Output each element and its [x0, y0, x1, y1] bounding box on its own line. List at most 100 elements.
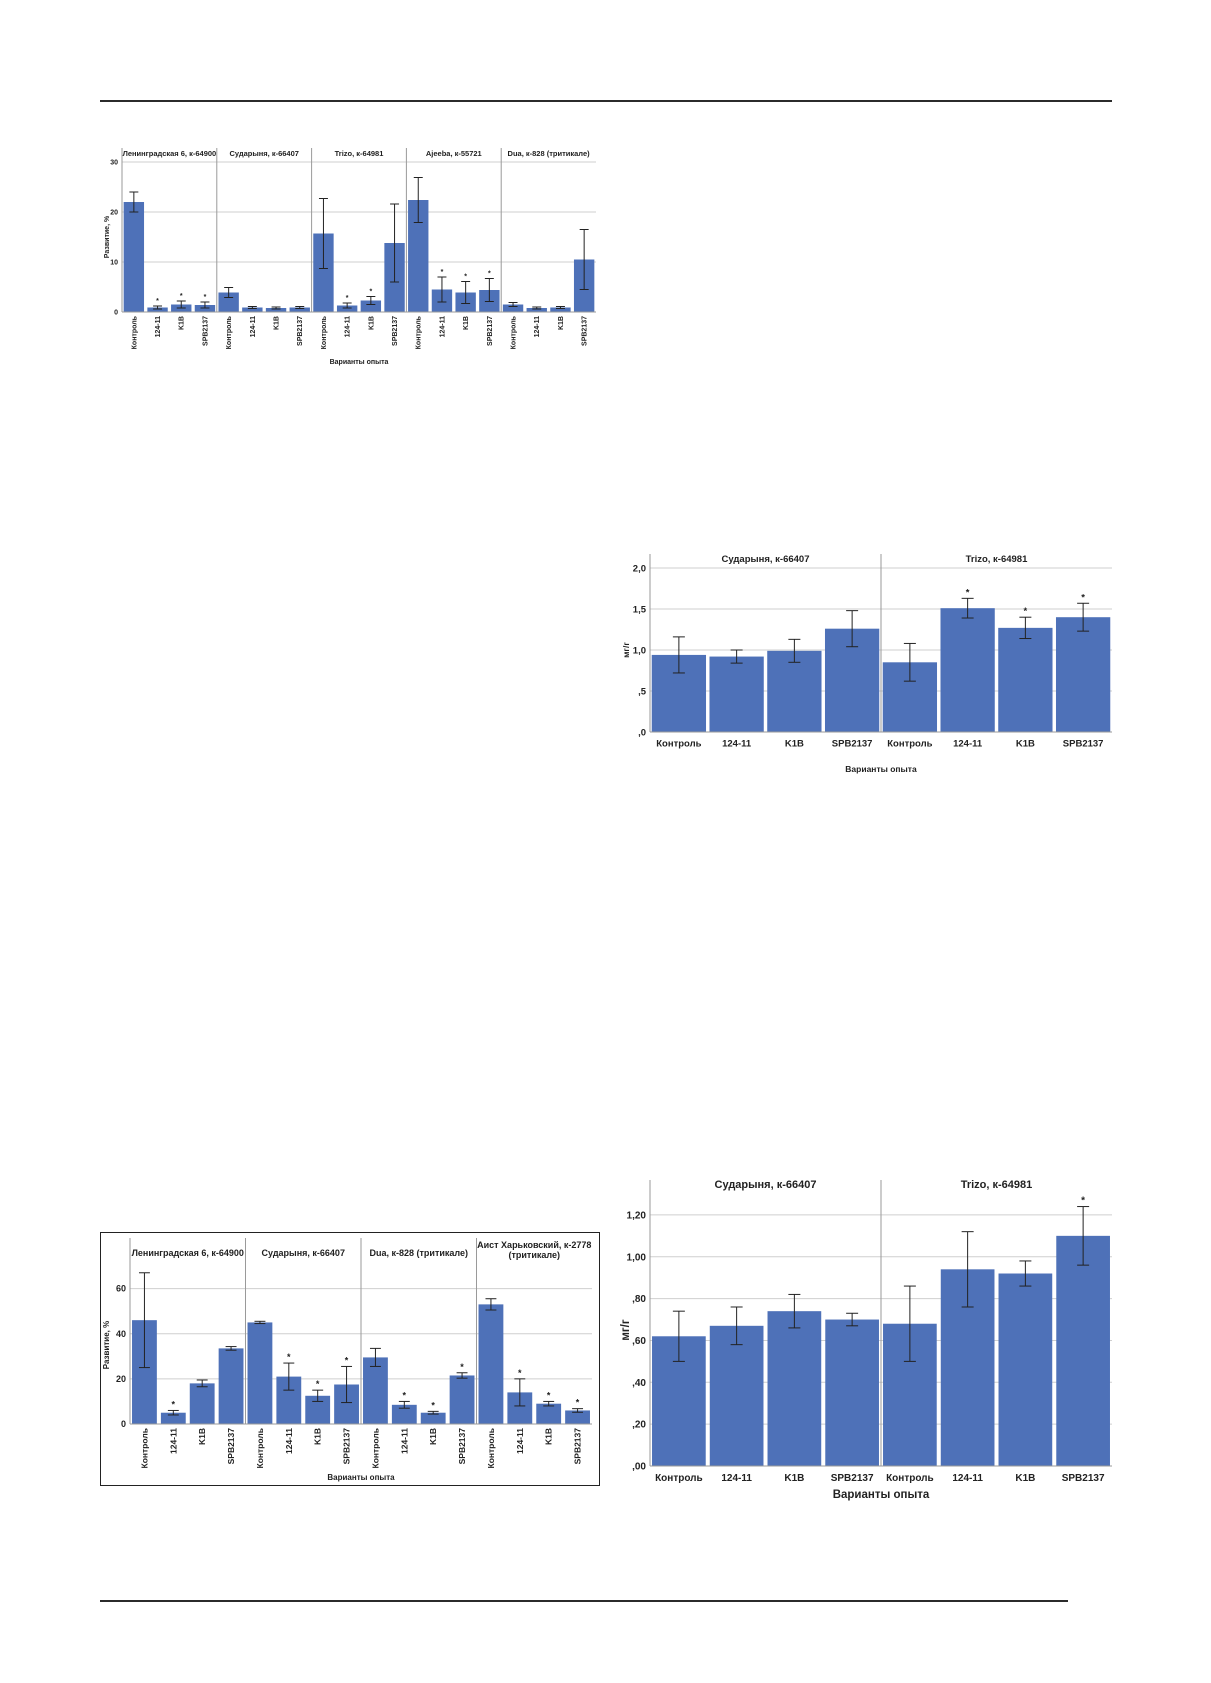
x-tick-label: 124-11: [439, 316, 446, 338]
panel-title: Сударыня, к-66407: [262, 1248, 345, 1258]
x-tick-label: K1B: [428, 1428, 438, 1445]
y-tick-label: 40: [116, 1329, 126, 1339]
bar: [1055, 617, 1111, 732]
y-tick-label: 1,0: [633, 645, 646, 656]
y-axis-label: Развитие, %: [104, 215, 111, 258]
y-tick-label: 1,20: [627, 1210, 647, 1221]
panel-title: Сударыня, к-66407: [229, 149, 299, 158]
bar: [825, 1319, 879, 1466]
bar: [420, 1412, 446, 1424]
x-tick-label: Контроль: [887, 739, 932, 750]
significance-star: *: [1024, 606, 1028, 617]
significance-star: *: [518, 1368, 522, 1378]
y-tick-label: 2,0: [633, 563, 646, 574]
page-bottom-rule: [100, 1600, 1068, 1602]
panel: Сударыня, к-66407 Контроль 124-11 K1B SPB213…: [651, 554, 880, 750]
bar: [526, 308, 547, 312]
y-tick-label: ,0: [638, 727, 646, 738]
panel-title: Ленинградская 6, к-64900: [123, 149, 217, 158]
bar: [218, 292, 239, 312]
bar: [536, 1403, 562, 1424]
panel: Ленинградская 6, к-64900 Контроль * 124-11 *…: [123, 149, 217, 349]
panel-title: Trizo, к-64981: [966, 554, 1028, 565]
x-tick-label: SPB2137: [457, 1428, 467, 1465]
x-tick-label: 124-11: [721, 1473, 752, 1484]
x-tick-label: SPB2137: [1062, 1473, 1105, 1484]
panel-title: Trizo, к-64981: [335, 149, 384, 158]
x-tick-label: SPB2137: [831, 1473, 874, 1484]
bar: [767, 650, 822, 732]
chart-mg-per-g-2-varieties-a: ,0 ,5 1,0 1,5 2,0 мг/г Сударыня, к-66407 Контро…: [620, 548, 1120, 778]
panel: Dua, к-828 (тритикале) Контроль 124-11 K1B S…: [500, 148, 595, 349]
significance-star: *: [345, 1355, 349, 1365]
y-tick-label: 0: [114, 309, 118, 316]
y-axis-label: мг/г: [620, 1319, 632, 1340]
bar: [313, 233, 334, 312]
bar: [1056, 1235, 1110, 1466]
y-tick-label: 0: [121, 1419, 126, 1429]
x-tick-label: K1B: [368, 316, 375, 330]
bar: [709, 656, 764, 732]
panel: Trizo, к-64981 Контроль * 124-11 * K1B SPB2137: [311, 148, 405, 349]
x-tick-label: K1B: [179, 316, 186, 330]
significance-star: *: [547, 1390, 551, 1400]
x-tick-label: 124-11: [515, 1428, 525, 1454]
x-tick-label: 124-11: [399, 1428, 409, 1454]
panel-title: Сударыня, к-66407: [715, 1179, 817, 1191]
y-tick-label: ,40: [632, 1378, 646, 1389]
panel-title: Ajeeba, к-55721: [426, 149, 482, 158]
bar: [147, 307, 168, 312]
bar: [408, 200, 429, 312]
y-tick-label: ,60: [632, 1336, 646, 1347]
x-tick-label: Контроль: [321, 315, 328, 349]
y-tick-label: 20: [116, 1374, 126, 1384]
significance-star: *: [180, 293, 183, 300]
x-tick-label: K1B: [785, 739, 804, 750]
panel: Аист Харьковский, к-2778(тритикале) Контр…: [476, 1238, 591, 1468]
x-tick-label: Контроль: [511, 315, 518, 349]
panel: Dua, к-828 (тритикале) Контроль * 124-11 * K1…: [360, 1238, 475, 1468]
bar: [123, 202, 145, 312]
significance-star: *: [488, 271, 491, 278]
significance-star: *: [316, 1379, 320, 1389]
significance-star: *: [204, 294, 207, 301]
panel-title: Trizo, к-64981: [961, 1179, 1033, 1191]
significance-star: *: [966, 587, 970, 598]
bar: [336, 305, 358, 312]
y-tick-label: ,5: [638, 686, 647, 697]
x-tick-label: Контроль: [255, 1428, 265, 1468]
x-tick-label: 124-11: [953, 739, 983, 750]
x-tick-label: Контроль: [886, 1473, 934, 1484]
y-tick-label: 10: [110, 259, 118, 266]
x-tick-label: Контроль: [656, 739, 701, 750]
x-tick-label: Контроль: [226, 315, 233, 349]
significance-star: *: [287, 1352, 291, 1362]
panel-title: Dua, к-828 (тритикале): [508, 149, 591, 158]
significance-star: *: [1081, 592, 1085, 603]
x-tick-label: K1B: [784, 1473, 804, 1484]
panel: Сударыня, к-66407 Контроль 124-11 K1B SPB213…: [216, 148, 310, 349]
significance-star: *: [346, 295, 349, 302]
x-tick-label: 124-11: [284, 1428, 294, 1454]
bar: [189, 1383, 215, 1424]
bar: [940, 608, 995, 732]
panel: Trizo, к-64981 Контроль * 124-11 * K1B * SPB213…: [880, 554, 1111, 750]
y-tick-label: ,00: [632, 1462, 646, 1473]
bar: [998, 1273, 1053, 1466]
significance-star: *: [460, 1362, 464, 1372]
chart-svg: ,00 ,20 ,40 ,60 ,80 1,00 1,20 мг/г Сударыня, к-6…: [620, 1179, 1112, 1501]
significance-star: *: [156, 298, 159, 305]
x-tick-label: SPB2137: [202, 316, 209, 346]
bar: [709, 1325, 764, 1466]
x-tick-label: K1B: [274, 316, 281, 330]
x-tick-label: Контроль: [131, 315, 138, 349]
y-tick-label: 1,5: [633, 604, 647, 615]
page-top-rule: [100, 100, 1112, 102]
y-axis-label: Развитие, %: [102, 1321, 111, 1369]
x-tick-label: SPB2137: [487, 316, 494, 346]
x-tick-label: SPB2137: [573, 1428, 583, 1465]
y-tick-label: ,20: [632, 1420, 646, 1431]
bar: [242, 307, 263, 312]
x-axis-label: Варианты опыта: [845, 764, 917, 774]
x-tick-label: SPB2137: [582, 316, 589, 346]
